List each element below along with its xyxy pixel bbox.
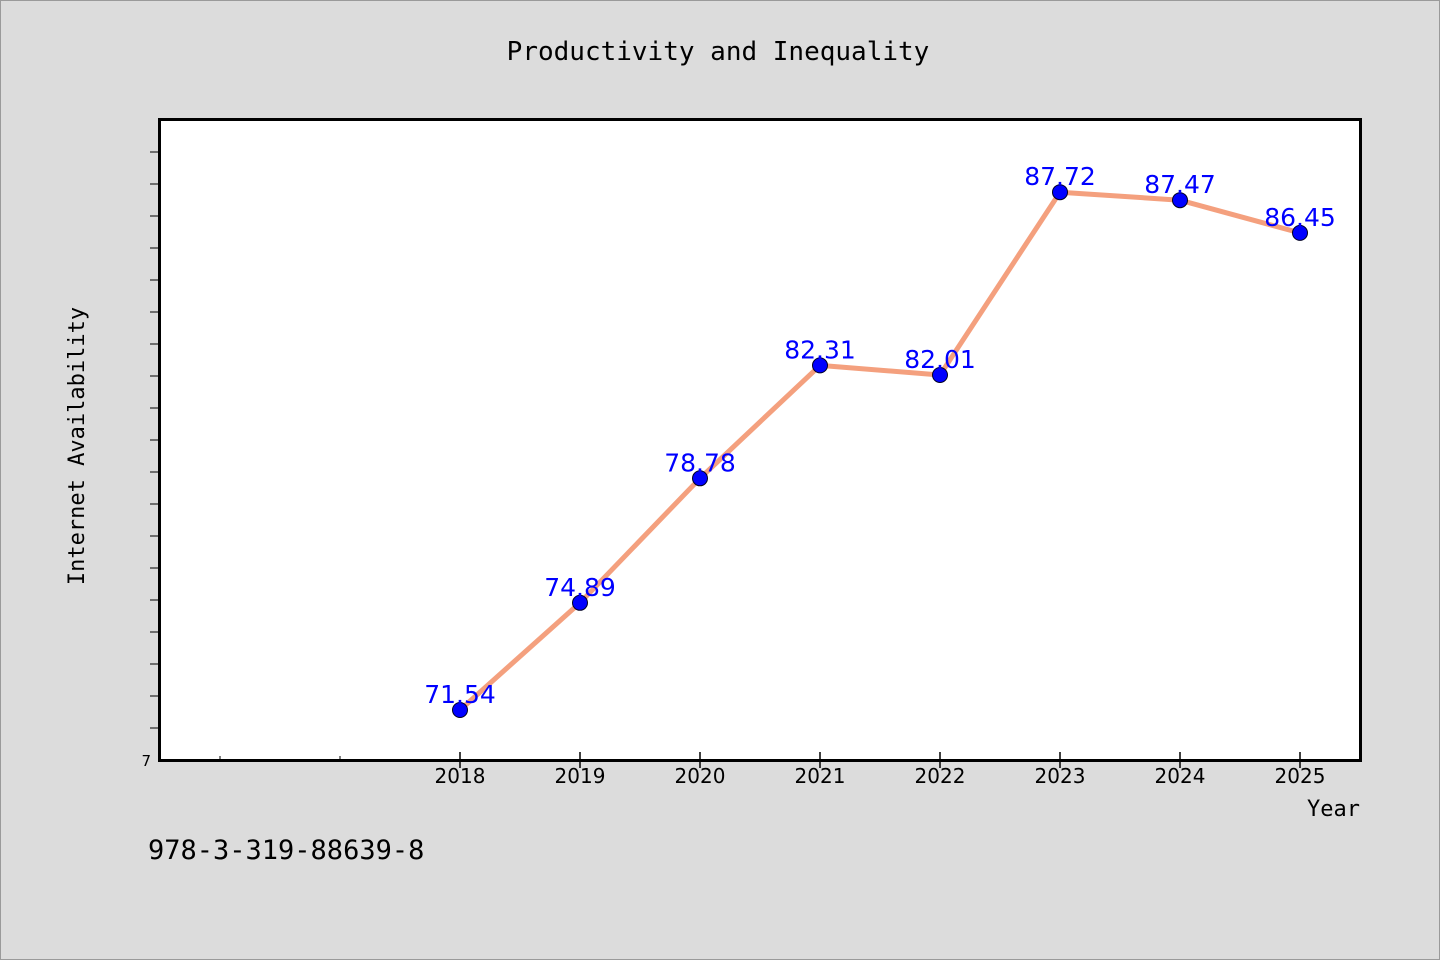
x-tick-label: 2019 (555, 764, 606, 788)
data-point (1172, 192, 1188, 209)
y-axis-label: Internet Availability (65, 307, 90, 585)
data-label: 87.47 (1144, 170, 1216, 199)
data-point (692, 470, 708, 487)
chart-title: Productivity and Inequality (507, 37, 930, 67)
data-point (572, 594, 588, 611)
data-markers (452, 184, 1308, 718)
data-labels: 71.54 74.89 78.78 82.31 82.01 87.72 87.47 86.45 (424, 162, 1336, 709)
x-tick-label: 2020 (675, 764, 726, 788)
data-label: 78.78 (664, 448, 736, 477)
data-label: 82.31 (784, 335, 856, 364)
data-label: 87.72 (1024, 162, 1096, 191)
plot-area (158, 118, 1362, 762)
data-point (452, 702, 468, 718)
data-point (932, 367, 948, 383)
x-axis-ticks: 2018 2019 2020 2021 2022 2023 2024 2025 (219, 752, 1326, 788)
data-point (812, 357, 828, 374)
x-tick-label: 2024 (1155, 764, 1206, 788)
x-tick-label: 2021 (795, 764, 846, 788)
data-label: 71.54 (424, 680, 496, 709)
x-axis-label: Year (1307, 797, 1360, 822)
y-tick-label: 7 (141, 752, 151, 770)
y-minor-ticks (150, 151, 159, 729)
data-point (1052, 184, 1068, 201)
x-tick-label: 2025 (1275, 764, 1326, 788)
x-tick-label: 2023 (1035, 764, 1086, 788)
series-line (458, 189, 1301, 712)
isbn-code: 978-3-319-88639-8 (148, 835, 425, 866)
data-label: 74.89 (544, 573, 616, 602)
x-tick-label: 2022 (915, 764, 966, 788)
data-point (1292, 224, 1308, 241)
x-tick-label: 2018 (435, 764, 486, 788)
data-label: 82.01 (904, 345, 976, 374)
data-label: 86.45 (1264, 203, 1336, 232)
